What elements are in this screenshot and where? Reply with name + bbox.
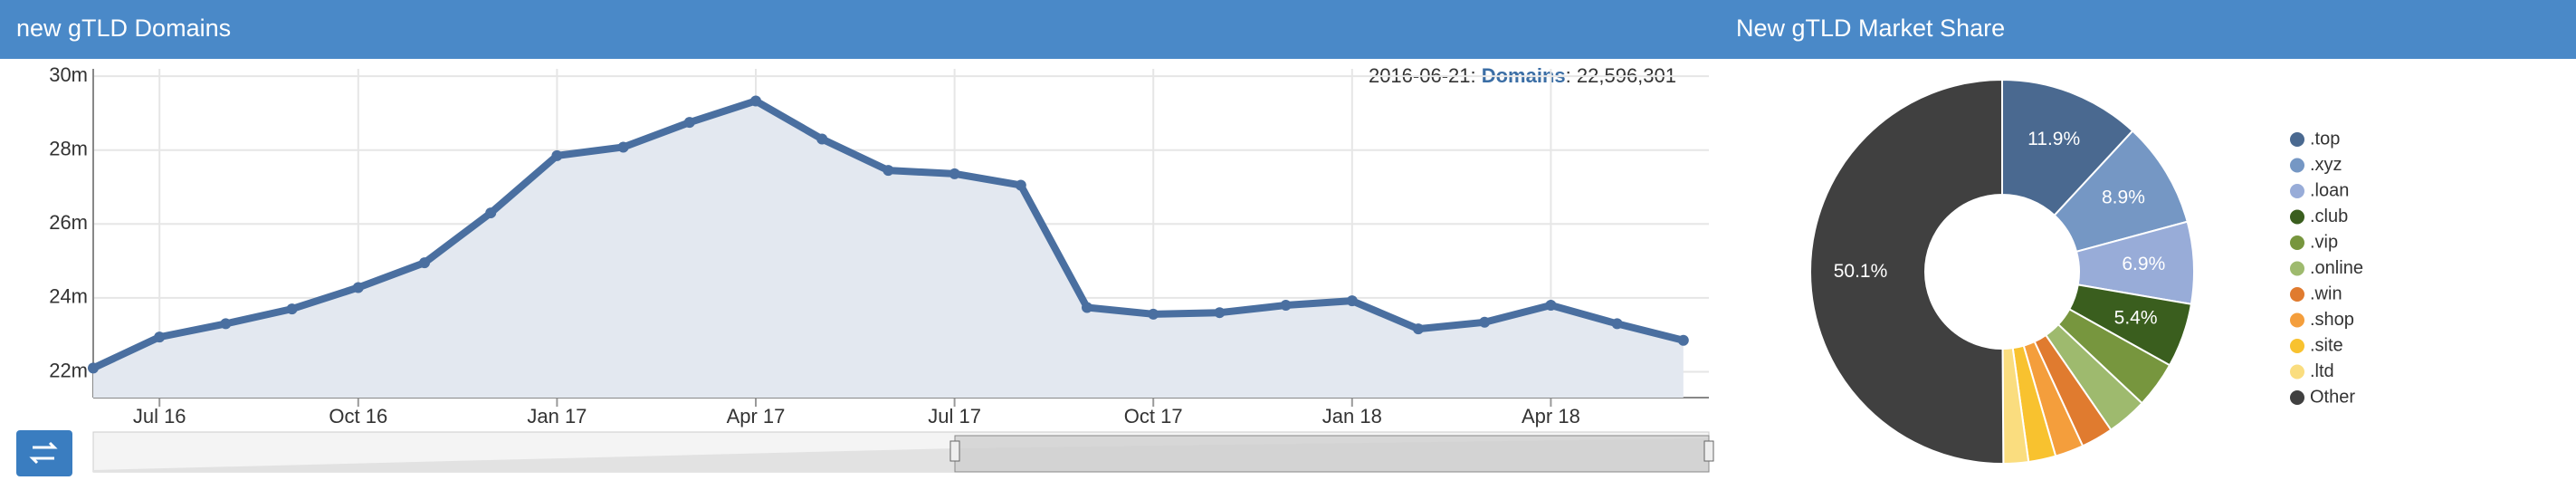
data-point [1082,302,1092,313]
data-point [286,303,298,315]
slice-label: 6.9% [2122,254,2165,274]
navigator-selection[interactable] [954,435,1710,473]
data-point [352,282,364,293]
data-point [485,207,497,219]
data-point [1479,316,1491,328]
data-point [750,95,761,107]
x-tick-label: Jan 17 [527,405,587,428]
legend-swatch [2290,287,2304,302]
left-title: new gTLD Domains [16,14,231,42]
legend-swatch [2290,209,2304,225]
data-point [1346,295,1358,307]
legend-swatch [2290,364,2304,380]
legend-swatch [2290,235,2304,250]
legend-label: .site [2310,335,2343,355]
legend-label: .online [2310,258,2363,278]
x-tick-label: Jan 18 [1322,405,1382,428]
pie-slice [1809,78,2005,465]
data-point [1280,300,1292,312]
legend-label: .vip [2310,232,2338,252]
slice-label: 8.9% [2102,187,2145,208]
x-tick-label: Apr 17 [727,405,786,428]
data-point [88,362,99,374]
x-tick-label: Jul 17 [928,405,981,428]
legend-swatch [2290,312,2304,328]
x-tick-label: Oct 17 [1124,405,1183,428]
navigator-handle[interactable] [949,440,960,462]
legend-label: Other [2310,387,2355,407]
data-point [1015,179,1026,191]
data-point [154,331,166,343]
line-area [93,101,1684,399]
data-point [1545,300,1557,312]
y-tick-label: 26m [49,211,88,234]
data-point [683,117,695,129]
data-point [1413,323,1424,335]
legend-swatch [2290,158,2304,173]
slice-label: 50.1% [1834,261,1888,282]
legend-label: .loan [2310,180,2349,200]
data-point [220,318,232,330]
legend-label: .xyz [2310,155,2342,175]
legend-swatch [2290,184,2304,198]
navigator-handle[interactable] [1703,440,1714,462]
data-point [419,257,430,269]
right-title: New gTLD Market Share [1736,14,2005,42]
legend-label: .top [2310,129,2340,149]
legend-swatch [2290,390,2304,405]
y-tick-label: 28m [49,138,88,160]
x-tick-label: Oct 16 [329,405,387,428]
y-tick-label: 30m [49,63,88,86]
data-point [1148,308,1159,320]
legend-label: .shop [2310,310,2354,330]
data-point [949,168,960,179]
y-tick-label: 24m [49,285,88,308]
toggle-icon [29,441,58,465]
header-bar [0,0,2576,59]
pie-slice [2001,78,2134,217]
legend-label: .win [2310,283,2342,303]
data-point [1214,307,1226,319]
data-point [883,165,894,177]
data-point [551,149,563,161]
data-point [1611,318,1623,330]
slice-label: 11.9% [2027,129,2080,149]
y-tick-label: 22m [49,359,88,381]
data-point [617,141,629,153]
legend-label: .club [2310,207,2348,226]
legend-swatch [2290,132,2304,147]
legend-swatch [2290,261,2304,276]
toggle-button[interactable] [16,430,72,476]
x-tick-label: Apr 18 [1522,405,1580,428]
data-point [1677,334,1689,346]
x-tick-label: Jul 16 [133,405,186,428]
slice-label: 5.4% [2114,308,2158,329]
legend-swatch [2290,339,2304,353]
legend-label: .ltd [2310,361,2334,381]
data-point [816,133,828,145]
